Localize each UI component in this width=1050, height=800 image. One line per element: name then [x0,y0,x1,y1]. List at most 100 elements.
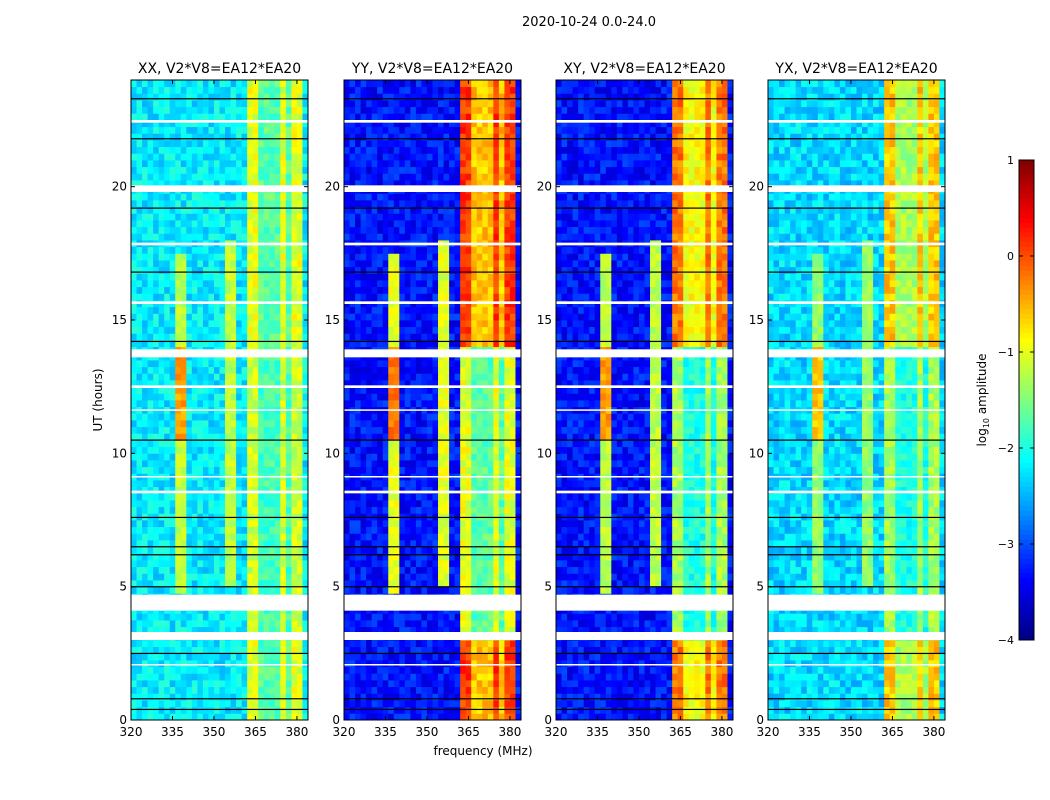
heatmap-cell [225,200,231,208]
heatmap-cell [404,426,411,434]
heatmap-cell [269,293,276,301]
heatmap-cell [377,706,384,714]
heatmap-cell [366,380,373,388]
heatmap-cell [191,646,198,654]
heatmap-cell [136,106,143,114]
heatmap-cell [202,573,209,581]
heatmap-cell [504,400,511,408]
heatmap-cell [197,80,204,88]
heatmap-cell [360,360,367,368]
heatmap-cell [258,146,265,154]
heatmap-cell [296,400,303,408]
heatmap-cell [158,546,165,554]
heatmap-cell [454,553,461,561]
heatmap-cell [280,306,287,314]
heatmap-cell [291,680,298,688]
heatmap-cell [355,380,361,388]
heatmap-cell [186,220,193,228]
heatmap-cell [498,640,505,648]
heatmap-cell [504,526,511,534]
heatmap-cell [509,533,516,541]
heatmap-cell [438,553,444,561]
flagged-row [131,632,308,640]
heatmap-cell [252,126,259,134]
heatmap-cell [136,700,143,708]
heatmap-cell [454,360,461,368]
heatmap-cell [487,420,494,428]
heatmap-cell [498,386,505,394]
heatmap-cell [471,580,478,588]
heatmap-cell [213,260,220,268]
heatmap-cell [438,373,444,381]
heatmap-cell [285,113,292,121]
heatmap-cell [349,480,356,488]
heatmap-cell [131,253,137,261]
heatmap-cell [136,653,143,661]
heatmap-cell [421,466,428,474]
heatmap-cell [269,686,276,694]
heatmap-cell [393,573,400,581]
heatmap-cell [153,206,160,214]
heatmap-cell [191,253,198,261]
heatmap-cell [208,466,215,474]
heatmap-cell [186,120,193,128]
heatmap-cell [388,626,395,634]
heatmap-cell [252,306,259,314]
heatmap-cell [498,553,505,561]
heatmap-cell [280,206,287,214]
heatmap-cell [349,413,356,421]
heatmap-cell [421,566,428,574]
heatmap-cell [404,640,411,648]
heatmap-cell [147,560,154,568]
heatmap-cell [410,693,417,701]
dark-row [131,516,308,519]
heatmap-cell [258,333,265,341]
heatmap-cell [225,420,231,428]
heatmap-cell [291,686,298,694]
heatmap-cell [410,486,417,494]
heatmap-cell [471,420,478,428]
heatmap-cell [252,673,259,681]
heatmap-cell [247,306,254,314]
heatmap-cell [269,120,276,128]
heatmap-cell [515,640,522,648]
heatmap-cell [169,486,176,494]
heatmap-cell [399,653,406,661]
heatmap-cell [247,620,254,628]
heatmap-cell [355,580,361,588]
heatmap-cell [131,506,137,514]
heatmap-cell [186,326,193,334]
heatmap-cell [186,386,193,394]
heatmap-cell [202,420,209,428]
heatmap-cell [175,486,182,494]
heatmap-cell [515,506,522,514]
heatmap-cell [285,360,292,368]
heatmap-cell [515,546,522,554]
heatmap-cell [180,493,187,501]
heatmap-cell [349,580,356,588]
heatmap-cell [471,660,478,668]
heatmap-cell [208,200,215,208]
heatmap-cell [158,166,165,174]
heatmap-cell [252,500,259,508]
heatmap-cell [153,453,160,461]
heatmap-cell [302,213,309,221]
heatmap-cell [404,520,411,528]
heatmap-cell [388,713,395,721]
heatmap-cell [382,373,389,381]
heatmap-cell [175,360,182,368]
heatmap-cell [197,166,204,174]
heatmap-cell [142,626,148,634]
heatmap-cell [202,500,209,508]
heatmap-cell [252,373,259,381]
heatmap-cell [291,586,298,594]
heatmap-cell [443,400,450,408]
heatmap-cell [454,700,461,708]
heatmap-cell [247,653,254,661]
heatmap-cell [213,446,220,454]
heatmap-cell [230,546,237,554]
heatmap-cell [142,200,148,208]
heatmap-cell [460,446,467,454]
heatmap-cell [487,546,494,554]
heatmap-cell [415,393,422,401]
